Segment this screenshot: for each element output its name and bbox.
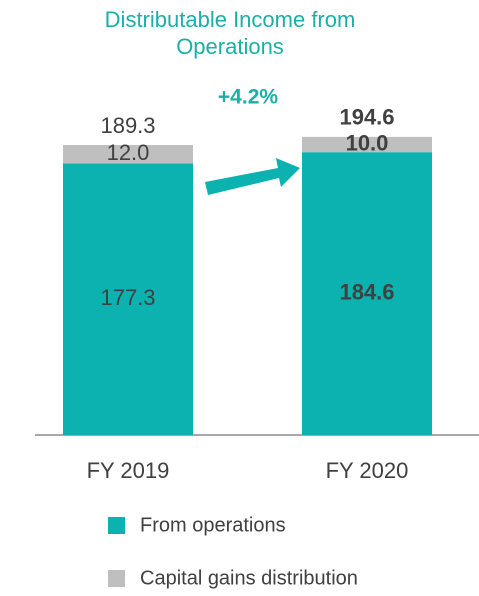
growth-annotation: +4.2% xyxy=(218,86,278,109)
legend-swatch xyxy=(108,517,125,534)
growth-arrow xyxy=(205,158,300,195)
total-label: 194.6 xyxy=(339,105,394,130)
bar-segment xyxy=(302,136,432,153)
data-label: 10.0 xyxy=(346,130,389,155)
bar-segment xyxy=(63,163,193,435)
bar-segment xyxy=(63,144,193,164)
data-label: 184.6 xyxy=(339,279,394,304)
x-tick-label: FY 2020 xyxy=(326,458,409,483)
chart-title: Distributable Income from Operations xyxy=(104,7,356,59)
data-label: 177.3 xyxy=(100,285,155,310)
x-tick-label: FY 2019 xyxy=(87,458,170,483)
legend-swatch xyxy=(108,570,125,587)
legend-label: Capital gains distribution xyxy=(140,567,358,589)
bar-segment xyxy=(302,152,432,435)
legend-label: From operations xyxy=(140,514,286,536)
total-label: 189.3 xyxy=(100,113,155,138)
data-label: 12.0 xyxy=(107,140,150,165)
